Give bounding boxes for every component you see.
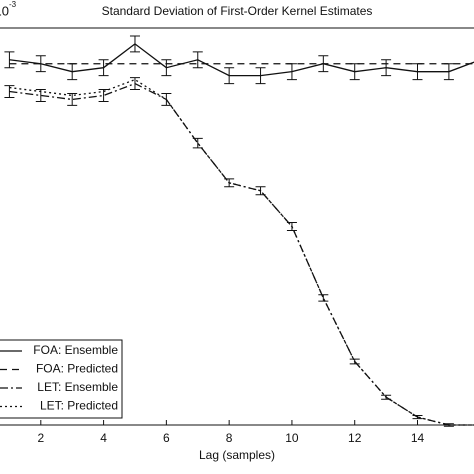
series-line [9, 43, 474, 77]
error-bar [129, 35, 140, 53]
error-bar [98, 89, 109, 102]
x-tick-label: 10 [285, 431, 299, 445]
legend-label: FOA: Predicted [36, 362, 118, 376]
plot-frame [0, 27, 474, 426]
error-bar [4, 51, 15, 69]
x-tick-label: 4 [100, 431, 107, 445]
error-bar [412, 414, 423, 420]
x-tick-label: 2 [37, 431, 44, 445]
y-multiplier-exponent: -3 [9, 0, 17, 9]
error-bar [286, 222, 297, 231]
error-bar [98, 59, 109, 77]
error-bar [381, 59, 392, 77]
chart-title: Standard Deviation of First-Order Kernel… [102, 4, 373, 18]
x-tick-label: 12 [348, 431, 362, 445]
x-tick-label: 8 [226, 431, 233, 445]
legend-label: LET: Ensemble [37, 380, 118, 394]
x-axis-label: Lag (samples) [199, 448, 275, 462]
legend-label: LET: Predicted [40, 399, 118, 413]
error-bar [349, 358, 360, 365]
y-multiplier: 10 [0, 3, 9, 18]
error-bar [192, 51, 203, 69]
x-tick-label: 6 [163, 431, 170, 445]
error-bar [255, 186, 266, 196]
error-bar [35, 55, 46, 73]
error-bar [255, 67, 266, 85]
error-bar [67, 93, 78, 106]
legend-box [0, 339, 123, 419]
x-tick-label: 14 [411, 431, 425, 445]
legend-label: FOA: Ensemble [33, 343, 118, 357]
error-bar [129, 77, 140, 91]
series-line [9, 78, 474, 426]
error-bar [161, 59, 172, 77]
error-bar [224, 67, 235, 85]
error-bar [318, 294, 329, 302]
